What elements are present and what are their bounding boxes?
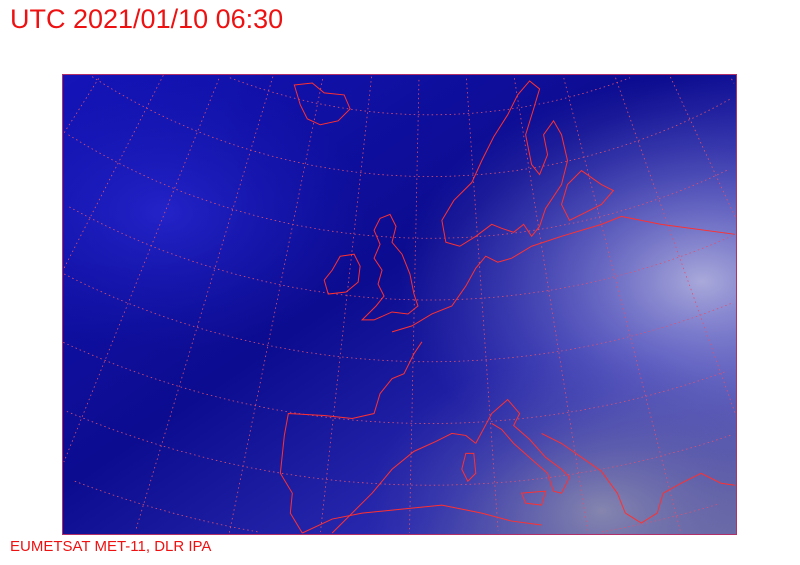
coast-iceland — [293, 82, 351, 126]
coast-great-britain — [360, 213, 419, 321]
cloud-band-southeast — [63, 75, 736, 534]
longitude-line — [563, 77, 681, 532]
longitude-line — [63, 78, 100, 134]
satellite-map — [62, 74, 737, 535]
longitude-line — [63, 75, 164, 271]
coast-italy — [475, 398, 571, 494]
latitude-line — [63, 341, 727, 424]
coast-sicily — [520, 490, 547, 506]
longitude-line — [513, 78, 589, 531]
latitude-line — [66, 411, 733, 486]
coastlines — [279, 80, 736, 534]
coast-balkans — [541, 432, 736, 524]
graticule — [63, 75, 736, 533]
longitude-line — [409, 79, 420, 533]
coast-finland — [560, 169, 615, 222]
longitude-line — [63, 78, 220, 463]
longitude-line — [731, 78, 735, 84]
coast-sardinia — [461, 452, 477, 483]
timestamp-title: UTC 2021/01/10 06:30 — [10, 4, 284, 34]
latitude-line — [229, 77, 631, 116]
coast-continent — [279, 215, 736, 534]
coast-scandinavia — [441, 80, 569, 247]
longitude-line — [670, 76, 736, 218]
data-source-credit: EUMETSAT MET-11, DLR IPA — [10, 538, 212, 555]
longitude-line — [466, 78, 499, 531]
latitude-line — [74, 480, 720, 533]
coast-north-africa — [302, 504, 542, 534]
longitude-line — [229, 79, 324, 533]
longitude-line — [615, 77, 736, 416]
coast-ireland — [323, 253, 361, 295]
coast-iberia-med — [331, 432, 477, 534]
latitude-line — [68, 134, 729, 239]
longitude-line — [320, 76, 372, 532]
